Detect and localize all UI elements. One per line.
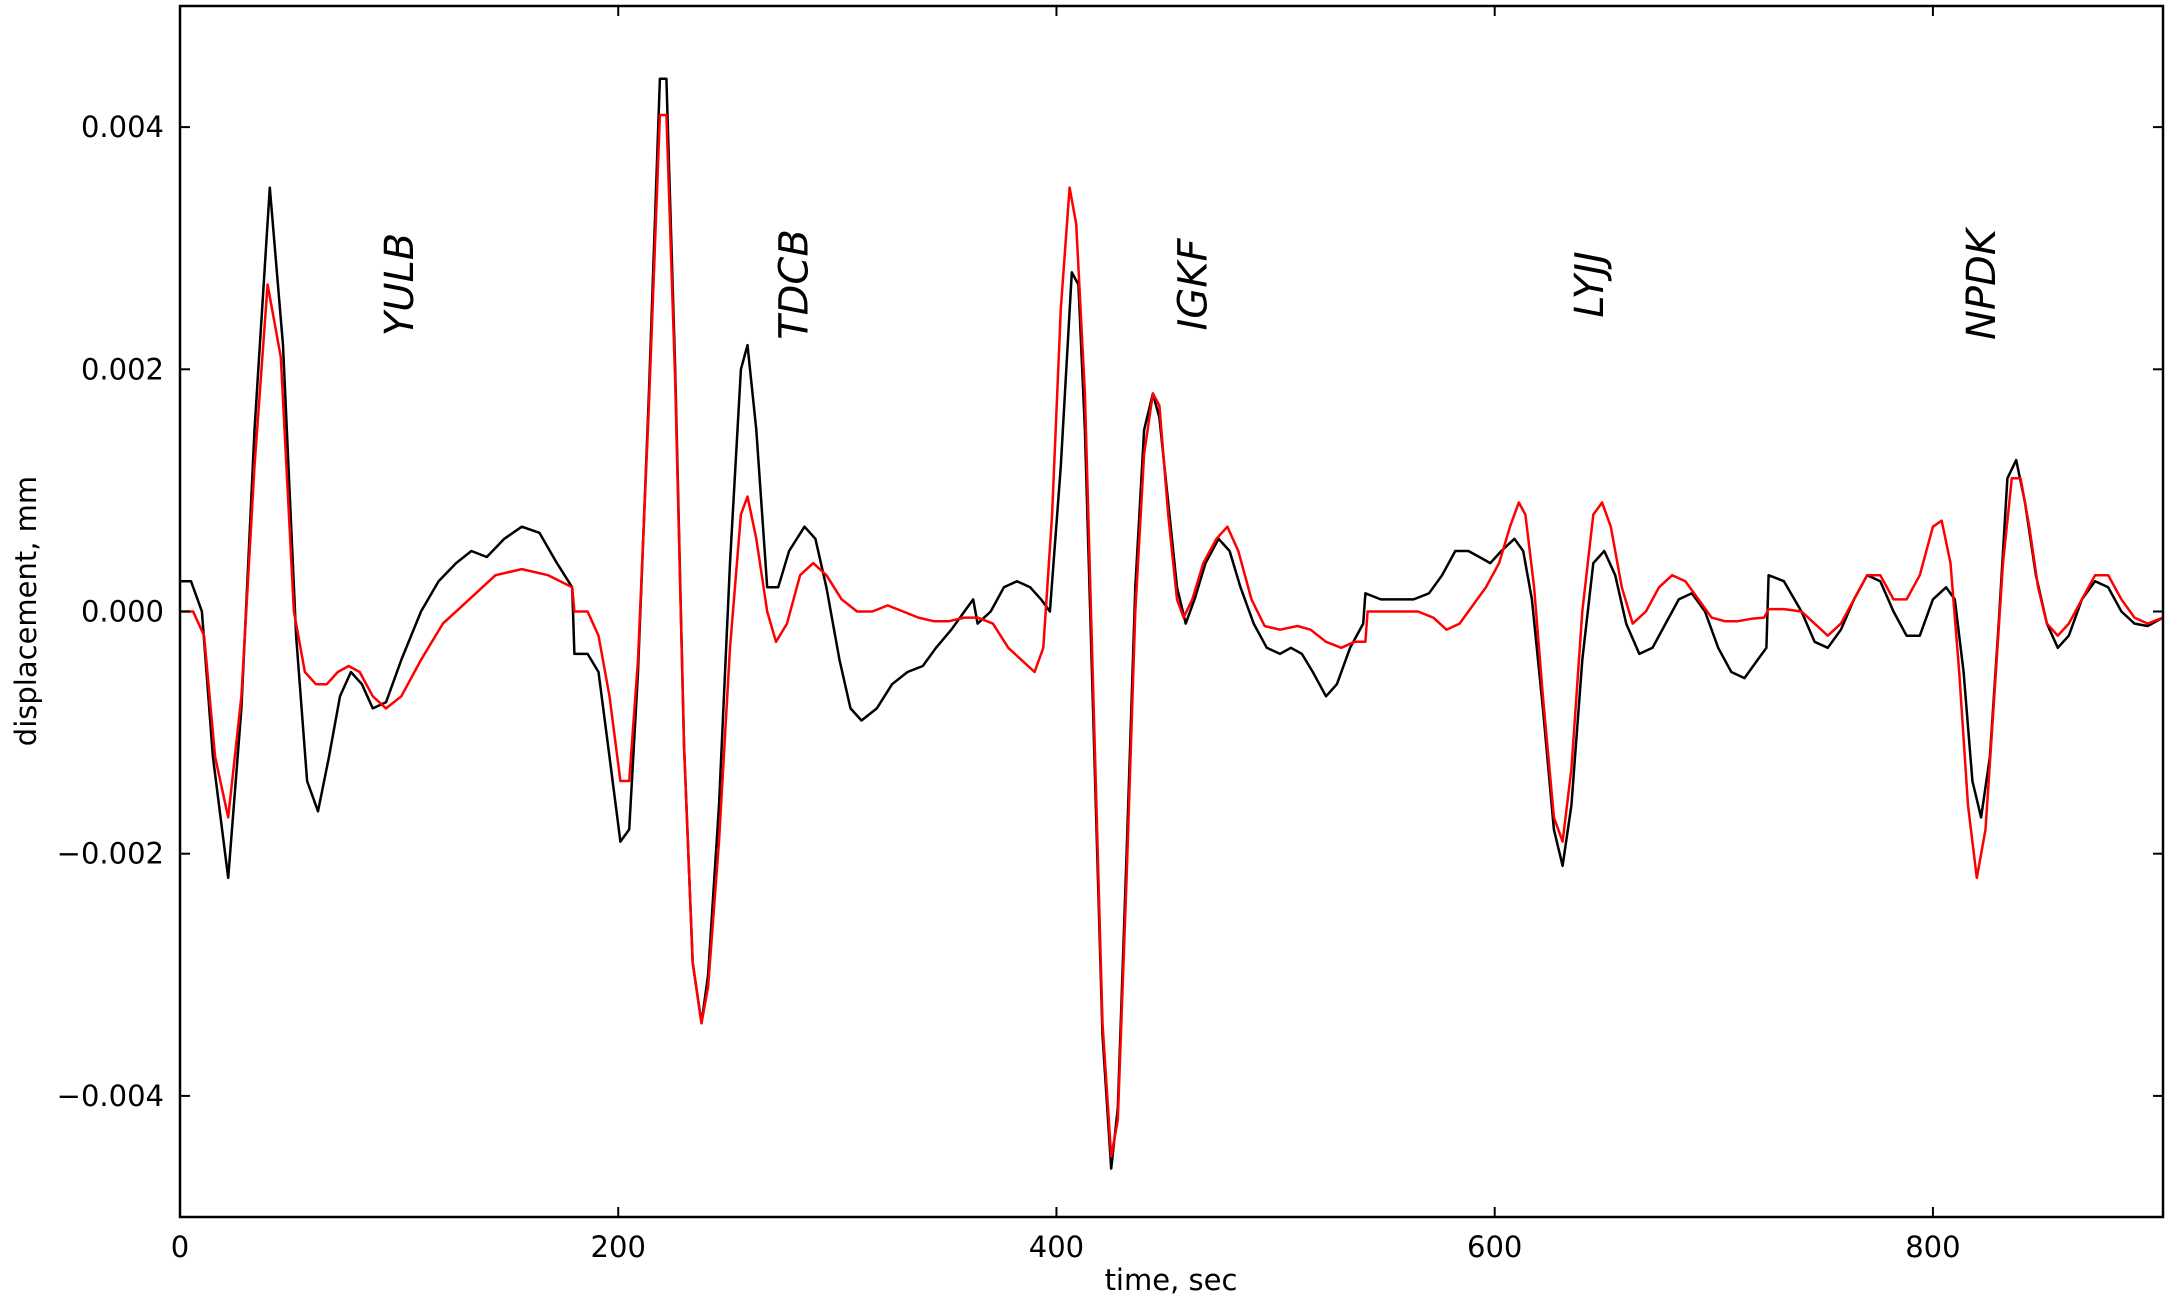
series-line-2	[180, 113, 2164, 1158]
y-tick-label: 0.004	[81, 110, 164, 144]
x-tick-label: 200	[591, 1230, 646, 1264]
annotation-layer: YULB TDCB IGKF LYJJ NPDK	[377, 226, 2005, 340]
station-label: TDCB	[772, 229, 818, 340]
station-label: NPDK	[1959, 226, 2005, 340]
plot-area: 0 200 400 600 800 0.004 0.002 0.000 −0.002 −0.004…	[57, 4, 2165, 1264]
station-label: LYJJ	[1567, 251, 1613, 317]
y-tick-label: −0.002	[57, 837, 164, 871]
x-axis-label: time, sec	[1105, 1263, 1238, 1296]
y-tick-label: 0.002	[81, 352, 164, 386]
ticks-layer: 0 200 400 600 800 0.004 0.002 0.000 −0.002 −0.004	[57, 6, 2163, 1264]
x-tick-label: 800	[1905, 1230, 1960, 1264]
y-tick-label: −0.004	[57, 1079, 164, 1113]
x-tick-label: 400	[1029, 1230, 1084, 1264]
series-layer	[180, 77, 2164, 1170]
station-label: IGKF	[1170, 237, 1216, 330]
station-label: YULB	[377, 233, 423, 336]
y-tick-label: 0.000	[81, 595, 164, 629]
x-tick-label: 600	[1467, 1230, 1522, 1264]
x-tick-label: 0	[171, 1230, 189, 1264]
y-axis-label: displacement, mm	[9, 476, 43, 746]
axes-frame	[178, 4, 2165, 1219]
